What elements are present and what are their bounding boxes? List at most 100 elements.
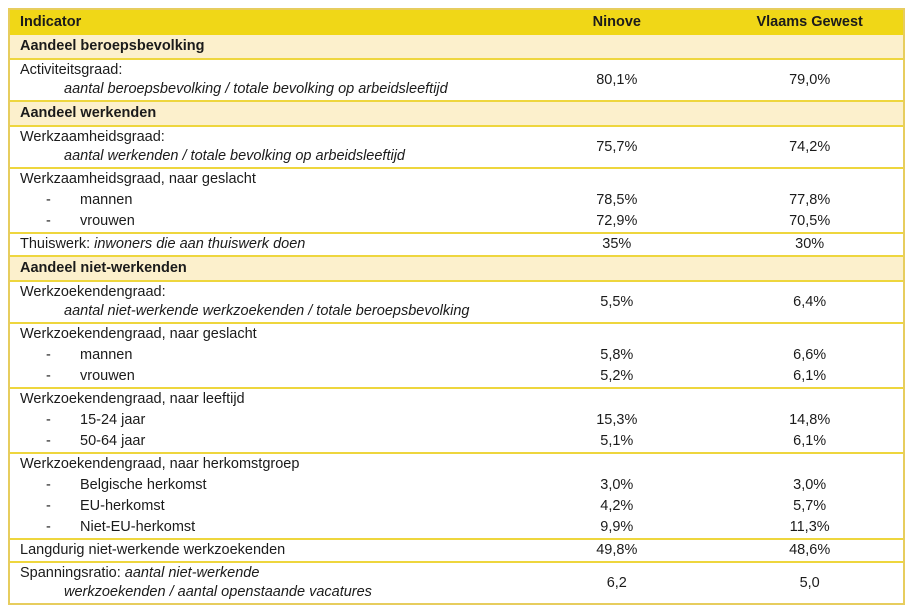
ninove-value: 5,5% [600,293,634,310]
indicator-cell: Spanningsratio: aantal niet-werkende werk… [10,563,517,603]
indicator-cell: - 15-24 jaar [10,410,517,431]
list-dash: - [46,347,51,363]
indicator-cell: - vrouwen [10,366,517,387]
indicator-cell: Langdurig niet-werkende werkzoekenden [10,540,517,561]
ninove-value: 5,1% [600,433,634,449]
indicator-text: Werkzoekendengraad, naar geslacht [20,326,257,342]
indicator-text: 50-64 jaar [80,433,146,449]
ninove-value: 72,9% [596,213,638,229]
ninove-value: 3,0% [600,477,634,493]
indicator-cell: Werkzoekendengraad, naar leeftijd [10,389,517,410]
indicator-cell: - 50-64 jaar [10,431,517,452]
indicator-text: vrouwen [80,368,135,384]
indicator-text: Langdurig niet-werkende werkzoekenden [20,542,286,558]
vlaams-gewest-value [716,169,903,190]
indicator-line: aantal werkenden / totale bevolking op a… [20,147,513,166]
indicator-text: Werkzoekendengraad, naar leeftijd [20,391,245,407]
list-dash: - [46,519,51,535]
table-row: Thuiswerk: inwoners die aan thuiswerk do… [10,232,903,255]
ninove-value: 5,2% [600,368,634,384]
indicator-text: inwoners die aan thuiswerk doen [94,236,306,252]
indicator-cell: - Niet-EU-herkomst [10,517,517,538]
indicator-cell: - mannen [10,190,517,211]
indicator-line-row: Werkzoekendengraad, naar herkomstgroep [10,454,903,475]
indicator-line-row: Werkzaamheidsgraad, naar geslacht [10,169,903,190]
indicator-text: Werkzoekendengraad, naar herkomstgroep [20,456,300,472]
vlaams-gewest-value [716,389,903,410]
list-dash: - [46,368,51,384]
indicator-cell: - vrouwen [10,211,517,232]
ninove-value: 80,1% [596,71,638,88]
indicator-line-row: Werkzoekendengraad, naar geslacht [10,324,903,345]
indicator-text: Spanningsratio: [20,565,125,581]
list-dash: - [46,498,51,514]
indicator-text: aantal niet-werkende werkzoekenden / tot… [64,303,470,319]
indicator-line: werkzoekenden / aantal openstaande vacat… [20,583,513,602]
indicator-line-row: Thuiswerk: inwoners die aan thuiswerk do… [10,234,903,255]
section-row: Aandeel werkenden [10,100,903,125]
indicator-text: mannen [80,192,133,208]
ninove-value: 35% [602,236,632,252]
indicator-text: Thuiswerk: [20,236,95,252]
indicator-line-row: Langdurig niet-werkende werkzoekenden 49,… [10,540,903,561]
indicator-cell: Thuiswerk: inwoners die aan thuiswerk do… [10,234,517,255]
indicator-text: Werkzaamheidsgraad: [20,129,165,145]
indicator-text: 15-24 jaar [80,412,146,428]
section-row: Aandeel beroepsbevolking [10,35,903,58]
indicator-text: Belgische herkomst [80,477,207,493]
vlaams-gewest-value: 5,0 [799,574,820,591]
list-dash: - [46,412,51,428]
ninove-value: 4,2% [600,498,634,514]
section-header: Aandeel werkenden [20,105,157,121]
indicator-cell: - EU-herkomst [10,496,517,517]
indicator-text: Werkzoekendengraad: [20,284,166,300]
vlaams-gewest-value: 11,3% [789,519,830,535]
ninove-value: 15,3% [596,412,638,428]
indicator-line-row: - vrouwen 72,9% 70,5% [10,211,903,232]
indicator-text: aantal werkenden / totale bevolking op a… [64,148,405,164]
table-row: Werkzaamheidsgraad, naar geslacht - mannen… [10,167,903,232]
indicator-cell: Werkzoekendengraad, naar herkomstgroep [10,454,517,475]
list-dash: - [46,433,51,449]
indicator-text: Activiteitsgraad: [20,62,123,78]
ninove-value: 49,8% [596,542,638,558]
indicator-line-row: - vrouwen 5,2% 6,1% [10,366,903,387]
vlaams-gewest-value: 74,2% [789,138,831,155]
indicator-line-row: - mannen 5,8% 6,6% [10,345,903,366]
ninove-value: 78,5% [596,192,638,208]
ninove-value [517,169,716,190]
ninove-value [517,389,716,410]
ninove-value: 6,2 [606,574,627,591]
column-header-indicator: Indicator [20,14,82,30]
indicator-text: Werkzaamheidsgraad, naar geslacht [20,171,256,187]
table-row: Werkzoekendengraad, naar geslacht - mannen… [10,322,903,387]
vlaams-gewest-value: 77,8% [789,192,831,208]
table-row: Werkzoekendengraad, naar leeftijd - 15-24 … [10,387,903,452]
indicator-cell: Werkzaamheidsgraad: aantal werkenden / to… [10,127,517,167]
indicator-line-row: - 50-64 jaar 5,1% 6,1% [10,431,903,452]
indicator-cell: Activiteitsgraad: aantal beroepsbevolking… [10,60,517,100]
vlaams-gewest-value: 6,1% [793,433,827,449]
ninove-value: 75,7% [596,138,638,155]
table-row: Werkzoekendengraad, naar herkomstgroep - B… [10,452,903,538]
indicator-line: aantal beroepsbevolking / totale bevolki… [20,80,513,99]
ninove-value: 5,8% [600,347,634,363]
vlaams-gewest-value: 30% [795,236,825,252]
table-row: Langdurig niet-werkende werkzoekenden 49,… [10,538,903,561]
ninove-value: 9,9% [600,519,634,535]
ninove-value [517,454,716,475]
column-header-ninove: Ninove [592,14,641,30]
section-header: Aandeel niet-werkenden [20,260,187,276]
indicator-line-row: - mannen 78,5% 77,8% [10,190,903,211]
section-row: Aandeel niet-werkenden [10,255,903,280]
indicator-line: aantal niet-werkende werkzoekenden / tot… [20,302,513,321]
indicator-text: werkzoekenden / aantal openstaande vacat… [64,584,372,600]
vlaams-gewest-value [716,324,903,345]
indicator-text: aantal niet-werkende [124,565,260,581]
vlaams-gewest-value: 6,4% [793,293,827,310]
indicator-line-row: Werkzoekendengraad, naar leeftijd [10,389,903,410]
vlaams-gewest-value: 48,6% [789,542,831,558]
indicator-line: Activiteitsgraad: [20,61,513,80]
indicator-cell: Werkzoekendengraad: aantal niet-werkende … [10,282,517,322]
indicator-cell: - mannen [10,345,517,366]
